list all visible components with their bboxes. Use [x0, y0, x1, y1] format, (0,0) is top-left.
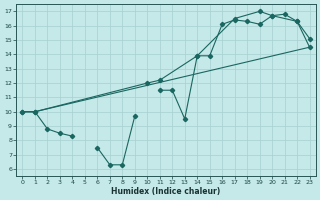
X-axis label: Humidex (Indice chaleur): Humidex (Indice chaleur)	[111, 187, 221, 196]
